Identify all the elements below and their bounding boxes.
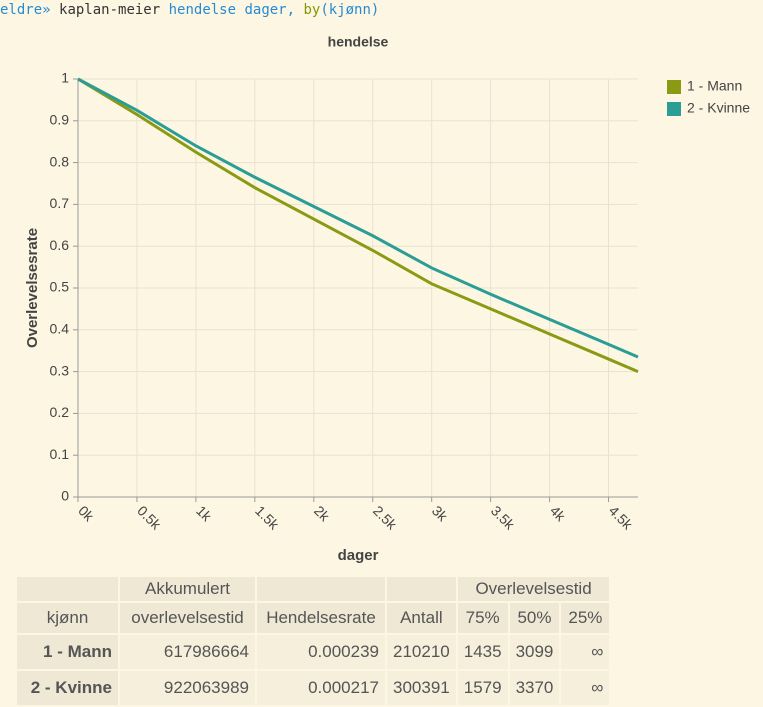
y-tick-label: 0.4 [50, 321, 70, 337]
table-cell: 617986664 [120, 635, 255, 669]
y-tick-label: 0.3 [50, 362, 70, 378]
legend-swatch [667, 80, 681, 94]
table-cell: 1435 [457, 635, 508, 669]
header-cell: Akkumulert [120, 577, 255, 601]
y-axis-label: Overlevelsesrate [24, 228, 41, 348]
x-tick-label: 4k [547, 502, 569, 524]
command-name: kaplan-meier [59, 2, 161, 18]
command-args: hendelse dager, [168, 2, 296, 18]
table-cell: 0.000239 [257, 635, 385, 669]
y-tick-label: 0.7 [50, 195, 70, 211]
table-row: 1 - Mann 617986664 0.000239 210210 1435 3099 ∞ [17, 635, 610, 669]
header-cell [17, 577, 118, 601]
header-cell: 75% [457, 603, 508, 633]
chart-title: hendelse [328, 34, 389, 50]
header-cell: overlevelsestid [120, 603, 255, 633]
command-prefix: eldre» [0, 2, 51, 18]
series-line [77, 77, 639, 359]
x-tick-label: 2k [311, 502, 333, 524]
table-cell: 2 - Kvinne [17, 671, 118, 705]
table-cell: 3099 [509, 635, 560, 669]
legend-label: 2 - Kvinne [687, 100, 750, 116]
table-cell: 3370 [509, 671, 560, 705]
header-cell: kjønn [17, 603, 118, 633]
legend-label: 1 - Mann [687, 78, 742, 94]
y-tick-label: 0.2 [50, 404, 70, 420]
header-cell [387, 577, 456, 601]
y-tick-label: 1 [61, 70, 69, 86]
table-row: 2 - Kvinne 922063989 0.000217 300391 1579 337… [17, 671, 610, 705]
legend-swatch [667, 102, 681, 116]
table-cell: 0.000217 [257, 671, 385, 705]
x-tick-label: 0k [75, 502, 97, 524]
table-cell: 1 - Mann [17, 635, 118, 669]
x-tick-label: 1.5k [252, 502, 283, 533]
x-axis-label: dager [338, 547, 379, 564]
x-tick-label: 1k [193, 502, 215, 524]
x-tick-label: 0.5k [134, 502, 165, 533]
header-cell [257, 577, 385, 601]
y-tick-label: 0.6 [50, 237, 70, 253]
table-cell: 210210 [387, 635, 456, 669]
table-cell: ∞ [561, 671, 610, 705]
header-cell: 25% [561, 603, 610, 633]
x-tick-label: 3k [429, 502, 451, 524]
y-tick-label: 0 [61, 488, 69, 504]
y-tick-label: 0.1 [50, 446, 70, 462]
y-tick-label: 0.5 [50, 279, 70, 295]
command-option-args: (kjønn) [320, 2, 380, 18]
table-cell: 922063989 [120, 671, 255, 705]
command-option: by [303, 2, 321, 18]
table-cell: 1579 [457, 671, 508, 705]
y-tick-label: 0.8 [50, 153, 70, 169]
table-cell: 300391 [387, 671, 456, 705]
header-cell: Hendelsesrate [257, 603, 385, 633]
y-tick-label: 0.9 [50, 112, 70, 128]
series-line [77, 77, 639, 373]
header-cell: 50% [509, 603, 560, 633]
chart: hendelse dager Overlevelsesrate 0 0.1 0.2 0… [24, 34, 750, 564]
header-cell: Overlevelsestid [457, 577, 610, 601]
x-tick-label: 2.5k [370, 502, 401, 533]
x-tick-label: 3.5k [488, 502, 519, 533]
header-cell: Antall [387, 603, 456, 633]
command-line: eldre» kaplan-meier hendelse dager, by(k… [0, 2, 379, 18]
x-tick-label: 4.5k [606, 502, 637, 533]
table-cell: ∞ [561, 635, 610, 669]
summary-table: Akkumulert Overlevelsestid kjønn overlevel… [15, 575, 612, 707]
